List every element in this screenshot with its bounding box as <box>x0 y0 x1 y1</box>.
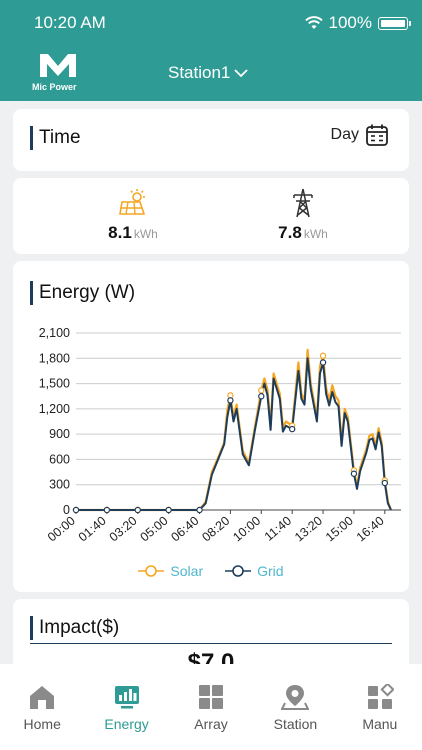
y-tick-label: 1,800 <box>39 351 70 365</box>
series-point-grid <box>72 506 80 514</box>
chart-legend: Solar Grid <box>13 563 409 579</box>
power-tower-icon <box>293 188 313 218</box>
y-tick-label: 0 <box>63 503 70 517</box>
x-tick-label: 13:20 <box>292 514 325 545</box>
series-point-grid <box>319 359 327 366</box>
series-point-solar <box>258 387 265 394</box>
metrics-card: 8.1 kWh 7.8 kWh <box>13 178 409 254</box>
x-tick-label: 15:00 <box>323 514 356 545</box>
series-point-grid <box>134 506 141 514</box>
y-tick-label: 1,200 <box>39 402 70 416</box>
series-point-grid <box>288 425 296 433</box>
solar-panel-icon <box>119 189 146 215</box>
tab-home[interactable]: Home <box>0 664 84 750</box>
energy-monitor-icon <box>114 686 139 709</box>
tab-array[interactable]: Array <box>169 664 253 750</box>
tab-manu[interactable]: Manu <box>338 664 422 750</box>
series-point-grid <box>258 393 265 400</box>
x-tick-label: 05:00 <box>138 514 171 545</box>
battery-icon <box>378 16 411 30</box>
series-point-grid <box>165 506 172 514</box>
solar-value: 8.1 <box>108 223 132 242</box>
series-point-solar <box>227 392 234 399</box>
series-point-grid <box>103 506 111 514</box>
station-name: Station1 <box>168 63 231 82</box>
home-icon <box>30 686 55 709</box>
period-selector[interactable]: Day <box>331 123 389 147</box>
menu-tiles-icon <box>367 684 394 709</box>
y-tick-label: 600 <box>49 452 70 466</box>
tab-station[interactable]: Station <box>253 664 337 750</box>
energy-chart: 0 300 600 900 1,200 1,500 1,800 2,100 00:0001:40… <box>39 326 401 545</box>
grid-value: 7.8 <box>278 223 302 242</box>
series-point-grid <box>227 397 234 404</box>
x-tick-label: 11:40 <box>262 514 294 544</box>
energy-card: Energy (W) 0 300 600 900 1,200 1,500 1,800 2,10… <box>13 261 409 592</box>
y-tick-label: 300 <box>49 478 70 492</box>
station-pin-icon <box>281 685 310 710</box>
x-tick-label: 10:00 <box>230 514 263 545</box>
impact-title: Impact($) <box>30 616 119 640</box>
time-card: Time Day <box>13 109 409 171</box>
solar-metric: 8.1 kWh <box>73 188 193 243</box>
battery-percent: 100% <box>328 13 372 32</box>
wifi-icon <box>304 16 323 29</box>
solar-unit: kWh <box>133 227 158 241</box>
chevron-down-icon <box>234 69 249 78</box>
station-selector[interactable]: Station1 <box>168 63 249 83</box>
x-tick-label: 16:40 <box>354 514 387 545</box>
status-time: 10:20 AM <box>34 13 106 32</box>
period-label: Day <box>330 126 359 143</box>
series-point-grid <box>350 470 358 477</box>
impact-divider <box>30 643 392 644</box>
x-tick-label: 01:40 <box>76 514 109 545</box>
logo-text: Mic Power <box>32 82 77 92</box>
grid-metric: 7.8 kWh <box>243 188 363 243</box>
energy-title: Energy (W) <box>30 281 135 305</box>
legend-grid[interactable]: Grid <box>225 563 284 579</box>
tab-energy[interactable]: Energy <box>84 664 168 750</box>
grid-unit: kWh <box>303 227 328 241</box>
legend-solar[interactable]: Solar <box>138 563 203 579</box>
x-tick-label: 00:00 <box>45 514 78 545</box>
mic-power-logo: Mic Power <box>32 52 88 94</box>
series-point-solar <box>319 352 327 359</box>
app-header: 10:20 AM 100% Mic Power Station1 <box>0 0 422 101</box>
series-line-grid <box>76 357 392 511</box>
x-tick-label: 06:40 <box>168 514 201 545</box>
status-indicators: 100% <box>304 13 411 33</box>
time-title: Time <box>30 126 81 150</box>
series-point-grid <box>196 506 203 514</box>
x-tick-label: 08:20 <box>199 514 232 545</box>
calendar-icon <box>366 124 388 146</box>
y-tick-label: 1,500 <box>39 377 70 391</box>
y-tick-label: 900 <box>49 427 70 441</box>
array-grid-icon <box>199 685 224 709</box>
x-tick-label: 03:20 <box>107 514 140 545</box>
bottom-nav: Home Energy Array Station <box>0 664 422 750</box>
y-tick-label: 2,100 <box>39 326 70 340</box>
series-point-grid <box>381 479 389 487</box>
